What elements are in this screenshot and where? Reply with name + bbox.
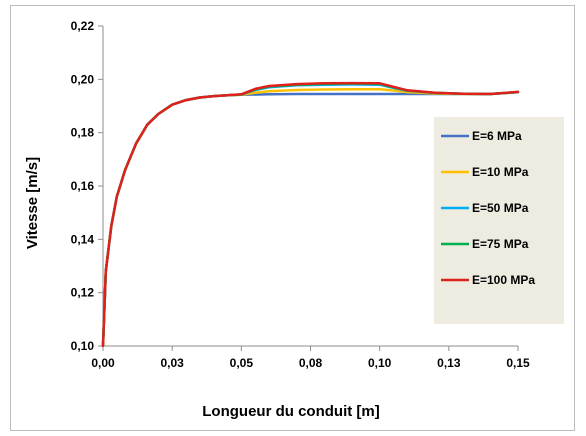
- y-axis-ticks: 0,10 0,12 0,14 0,16 0,18 0,20 0,22: [71, 19, 103, 353]
- x-tick-label: 0,00: [91, 356, 115, 370]
- legend-label-3: E=50 MPa: [472, 201, 529, 215]
- x-tick-label: 0,03: [160, 356, 184, 370]
- legend-label-5: E=100 MPa: [472, 273, 535, 287]
- y-tick-label: 0,16: [71, 179, 95, 193]
- y-tick-label: 0,10: [71, 339, 95, 353]
- x-tick-label: 0,08: [299, 356, 323, 370]
- x-tick-label: 0,10: [368, 356, 392, 370]
- legend: E=6 MPa E=10 MPa E=50 MPa E=75 MPa E=100 MPa: [434, 117, 564, 324]
- chart-svg: 0,100,120,140,160,180,200,22 0,00 0,03 0,0…: [24, 19, 564, 420]
- legend-label-1: E=6 MPa: [472, 129, 522, 143]
- chart-frame: 0,10 0,12 0,14 0,16 0,18 0,20 0,22 0,00 0,03 0,0…: [10, 5, 575, 431]
- y-tick-label: 0,20: [71, 72, 95, 86]
- x-tick-label: 0,15: [506, 356, 530, 370]
- y-tick-label: 0,12: [71, 286, 95, 300]
- x-axis-title: Longueur du conduit [m]: [202, 403, 379, 420]
- x-tick-label: 0,05: [230, 356, 254, 370]
- y-tick-label: 0,14: [71, 232, 95, 246]
- legend-label-4: E=75 MPa: [472, 237, 529, 251]
- legend-label-2: E=10 MPa: [472, 165, 529, 179]
- series-line-5: [101, 81, 520, 348]
- series-layer: [101, 81, 520, 348]
- legend-box: [434, 117, 564, 324]
- y-tick-label: 0,22: [71, 19, 95, 33]
- x-axis-ticks: 0,00 0,03 0,05 0,08 0,10 0,13 0,15: [91, 346, 530, 370]
- y-axis-title: Vitesse [m/s]: [24, 157, 41, 249]
- y-tick-label: 0,18: [71, 126, 95, 140]
- x-tick-label: 0,13: [437, 356, 461, 370]
